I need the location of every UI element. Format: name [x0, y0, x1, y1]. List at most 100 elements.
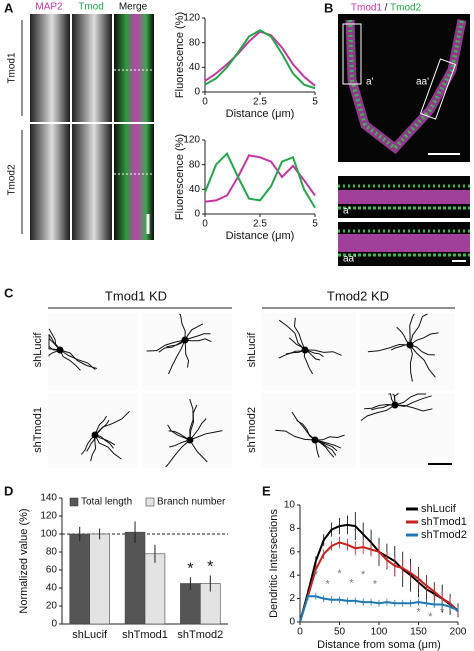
group-label: Tmod1 KD — [105, 288, 167, 303]
neurite — [48, 349, 61, 357]
annotation: * — [207, 559, 213, 576]
neurite — [409, 344, 413, 382]
y-tick-label: 120 — [183, 13, 200, 24]
neurite — [189, 430, 223, 441]
y-tick-label: 100 — [40, 529, 57, 540]
neurite — [189, 398, 194, 441]
y-tick-label: 80 — [189, 37, 201, 48]
neurite — [388, 393, 396, 406]
y-tick-label: 60 — [46, 565, 58, 576]
channel-label: Tmod1 — [351, 3, 383, 14]
y-tick-label: 10 — [284, 500, 296, 511]
dendrite — [338, 234, 470, 252]
row-label: Tmod1 — [7, 52, 18, 84]
neurite — [94, 434, 114, 449]
panel-label: E — [262, 483, 271, 498]
neurite — [275, 429, 316, 441]
neurite — [59, 349, 81, 371]
y-tick-label: 6 — [289, 546, 295, 557]
soma — [91, 431, 99, 439]
x-tick-label: 0 — [202, 219, 208, 230]
x-tick-label: 5 — [312, 219, 318, 230]
y-axis-label: Fluorescence (%) — [174, 134, 186, 220]
neurite — [314, 434, 345, 441]
neurite — [184, 333, 211, 341]
neurite — [293, 317, 306, 351]
inset-label: a' — [343, 206, 351, 217]
y-axis-label: Fluorescence (%) — [174, 12, 186, 98]
y-axis-label: Dendritic Intersections — [268, 509, 280, 618]
y-tick-label: 4 — [289, 570, 295, 581]
roi-box — [419, 58, 457, 120]
annotation: * — [326, 578, 331, 590]
neurite — [80, 434, 96, 455]
series-line — [204, 154, 316, 203]
neurite — [94, 434, 116, 446]
soma — [186, 436, 194, 444]
group-label: Tmod2 KD — [327, 288, 389, 303]
y-tick-label: 120 — [183, 135, 200, 146]
x-tick-label: 100 — [371, 627, 388, 638]
panel-label: D — [4, 483, 13, 498]
channel-label: Tmod — [78, 2, 104, 13]
neurite — [48, 344, 61, 351]
neurite — [48, 338, 61, 351]
neurite — [169, 439, 191, 448]
soma — [181, 336, 189, 344]
x-tick-label: 2.5 — [253, 219, 267, 230]
channel-label: MAP2 — [35, 2, 63, 13]
y-tick-label: 2 — [289, 593, 295, 604]
neurite — [409, 332, 439, 346]
row-label: shLucif — [246, 332, 258, 368]
neurite — [360, 404, 396, 421]
neurite — [59, 349, 96, 370]
micrographs — [30, 14, 154, 240]
row-label: shLucif — [32, 332, 44, 368]
neurite — [167, 424, 191, 441]
row-label: shTmod2 — [246, 407, 258, 453]
image — [72, 124, 112, 240]
legend-label: shTmod1 — [421, 516, 467, 528]
neurite — [184, 323, 204, 341]
soma — [301, 346, 309, 354]
y-tick-label: 40 — [46, 583, 58, 594]
legend-swatch — [69, 497, 79, 507]
neurite — [394, 395, 432, 407]
annotation: * — [314, 569, 319, 581]
series-line — [299, 595, 459, 623]
x-axis-label: Distance from soma (μm) — [317, 639, 441, 651]
x-tick-label: 0 — [202, 97, 208, 108]
x-tick-label: 5 — [312, 97, 318, 108]
image — [142, 313, 232, 390]
neurite — [179, 313, 186, 341]
soma — [406, 341, 414, 349]
neurite — [303, 349, 314, 375]
neurite — [394, 404, 433, 412]
row-label: Tmod2 — [7, 164, 18, 196]
legend-label: Total length — [81, 497, 132, 508]
neurite — [189, 404, 198, 441]
series-line — [204, 30, 316, 87]
neurite — [304, 349, 342, 356]
series-line — [204, 151, 316, 209]
roi-box — [342, 23, 362, 85]
image — [72, 14, 112, 122]
neurite — [168, 430, 191, 441]
roi-label: a' — [366, 77, 374, 88]
neurite — [146, 339, 186, 352]
bar — [69, 533, 90, 625]
y-tick-label: 120 — [40, 511, 57, 522]
neurite — [278, 319, 306, 351]
neurite — [184, 339, 190, 368]
image — [30, 14, 70, 122]
neurite — [409, 313, 415, 346]
inset-label: aa' — [343, 254, 356, 265]
channel-label: / — [385, 3, 388, 14]
image — [48, 393, 138, 468]
neurite — [59, 349, 97, 369]
annotation: * — [187, 560, 193, 577]
x-tick-label: 50 — [334, 627, 346, 638]
annotation: * — [440, 607, 445, 619]
x-tick-label: shLucif — [72, 629, 108, 641]
y-tick-label: 140 — [40, 493, 57, 504]
